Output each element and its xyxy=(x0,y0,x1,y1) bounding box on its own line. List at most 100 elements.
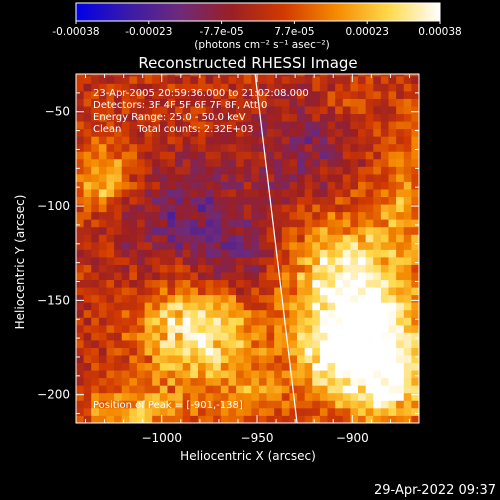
heatmap-cell xyxy=(258,211,267,220)
heatmap-cell xyxy=(281,347,290,356)
heatmap-cell xyxy=(144,400,153,409)
heatmap-cell xyxy=(220,377,229,386)
heatmap-cell xyxy=(144,234,153,243)
heatmap-cell xyxy=(83,204,92,213)
heatmap-cell xyxy=(152,241,161,250)
heatmap-cell xyxy=(380,83,389,92)
heatmap-cell xyxy=(190,226,199,235)
heatmap-cell xyxy=(251,272,260,281)
heatmap-cell xyxy=(236,173,245,182)
heatmap-cell xyxy=(129,302,138,311)
heatmap-cell xyxy=(403,181,412,190)
heatmap-cell xyxy=(236,347,245,356)
heatmap-cell xyxy=(342,407,351,416)
heatmap-cell xyxy=(403,143,412,152)
heatmap-cell xyxy=(167,151,176,160)
heatmap-cell xyxy=(266,226,275,235)
heatmap-cell xyxy=(289,279,298,288)
heatmap-cell xyxy=(114,407,123,416)
heatmap-cell xyxy=(205,339,214,348)
heatmap-cell xyxy=(205,287,214,296)
heatmap-cell xyxy=(76,136,85,145)
heatmap-cell xyxy=(373,294,382,303)
heatmap-cell xyxy=(76,370,85,379)
heatmap-cell xyxy=(297,392,306,401)
heatmap-cell xyxy=(159,347,168,356)
heatmap-cell xyxy=(274,106,283,115)
heatmap-cell xyxy=(403,339,412,348)
heatmap-cell xyxy=(350,332,359,341)
heatmap-cell xyxy=(152,136,161,145)
heatmap-cell xyxy=(319,106,328,115)
heatmap-cell xyxy=(213,332,222,341)
heatmap-cell xyxy=(327,181,336,190)
heatmap-cell xyxy=(350,128,359,137)
heatmap-cell xyxy=(380,287,389,296)
heatmap-cell xyxy=(274,400,283,409)
heatmap-cell xyxy=(129,407,138,416)
heatmap-cell xyxy=(175,128,184,137)
heatmap-cell xyxy=(121,355,130,364)
heatmap-cell xyxy=(258,219,267,228)
heatmap-cell xyxy=(342,83,351,92)
heatmap-cell xyxy=(373,332,382,341)
heatmap-cell xyxy=(175,181,184,190)
heatmap-cell xyxy=(114,90,123,99)
heatmap-cell xyxy=(76,324,85,333)
heatmap-cell xyxy=(388,339,397,348)
heatmap-cell xyxy=(182,219,191,228)
heatmap-cell xyxy=(159,173,168,182)
heatmap-cell xyxy=(121,362,130,371)
heatmap-cell xyxy=(98,90,107,99)
heatmap-cell xyxy=(312,324,321,333)
heatmap-cell xyxy=(396,241,405,250)
annotation-line: Detectors: 3F 4F 5F 6F 7F 8F, Att 0 xyxy=(93,100,267,111)
heatmap-cell xyxy=(350,407,359,416)
heatmap-cell xyxy=(350,74,359,77)
heatmap-cell xyxy=(365,181,374,190)
heatmap-cell xyxy=(335,249,344,258)
heatmap-cell xyxy=(114,287,123,296)
heatmap-cell xyxy=(327,302,336,311)
heatmap-cell xyxy=(396,196,405,205)
heatmap-cell xyxy=(396,362,405,371)
heatmap-cell xyxy=(197,415,206,423)
heatmap-cell xyxy=(266,106,275,115)
heatmap-cell xyxy=(297,256,306,265)
heatmap-cell xyxy=(144,226,153,235)
heatmap-cell xyxy=(403,226,412,235)
heatmap-cell xyxy=(327,98,336,107)
heatmap-cell xyxy=(106,189,115,198)
heatmap-cell xyxy=(327,128,336,137)
heatmap-cell xyxy=(190,106,199,115)
heatmap-cell xyxy=(335,75,344,84)
heatmap-cell xyxy=(213,136,222,145)
heatmap-cell xyxy=(319,339,328,348)
heatmap-cell xyxy=(342,219,351,228)
heatmap-cell xyxy=(243,75,252,84)
heatmap-cell xyxy=(228,385,237,394)
heatmap-cell xyxy=(274,249,283,258)
heatmap-cell xyxy=(175,287,184,296)
heatmap-cell xyxy=(388,347,397,356)
heatmap-cell xyxy=(159,377,168,386)
heatmap-cell xyxy=(98,377,107,386)
heatmap-cell xyxy=(319,211,328,220)
heatmap-cell xyxy=(358,90,367,99)
heatmap-cell xyxy=(76,181,85,190)
heatmap-cell xyxy=(281,143,290,152)
heatmap-cell xyxy=(312,83,321,92)
heatmap-cell xyxy=(106,90,115,99)
heatmap-cell xyxy=(403,370,412,379)
heatmap-cell xyxy=(342,355,351,364)
heatmap-cell xyxy=(304,264,313,273)
heatmap-cell xyxy=(319,181,328,190)
heatmap-cell xyxy=(319,272,328,281)
heatmap-cell xyxy=(396,256,405,265)
heatmap-cell xyxy=(213,75,222,84)
heatmap-cell xyxy=(350,106,359,115)
heatmap-cell xyxy=(388,128,397,137)
heatmap-cell xyxy=(190,158,199,167)
heatmap-cell xyxy=(220,407,229,416)
heatmap-cell xyxy=(220,204,229,213)
